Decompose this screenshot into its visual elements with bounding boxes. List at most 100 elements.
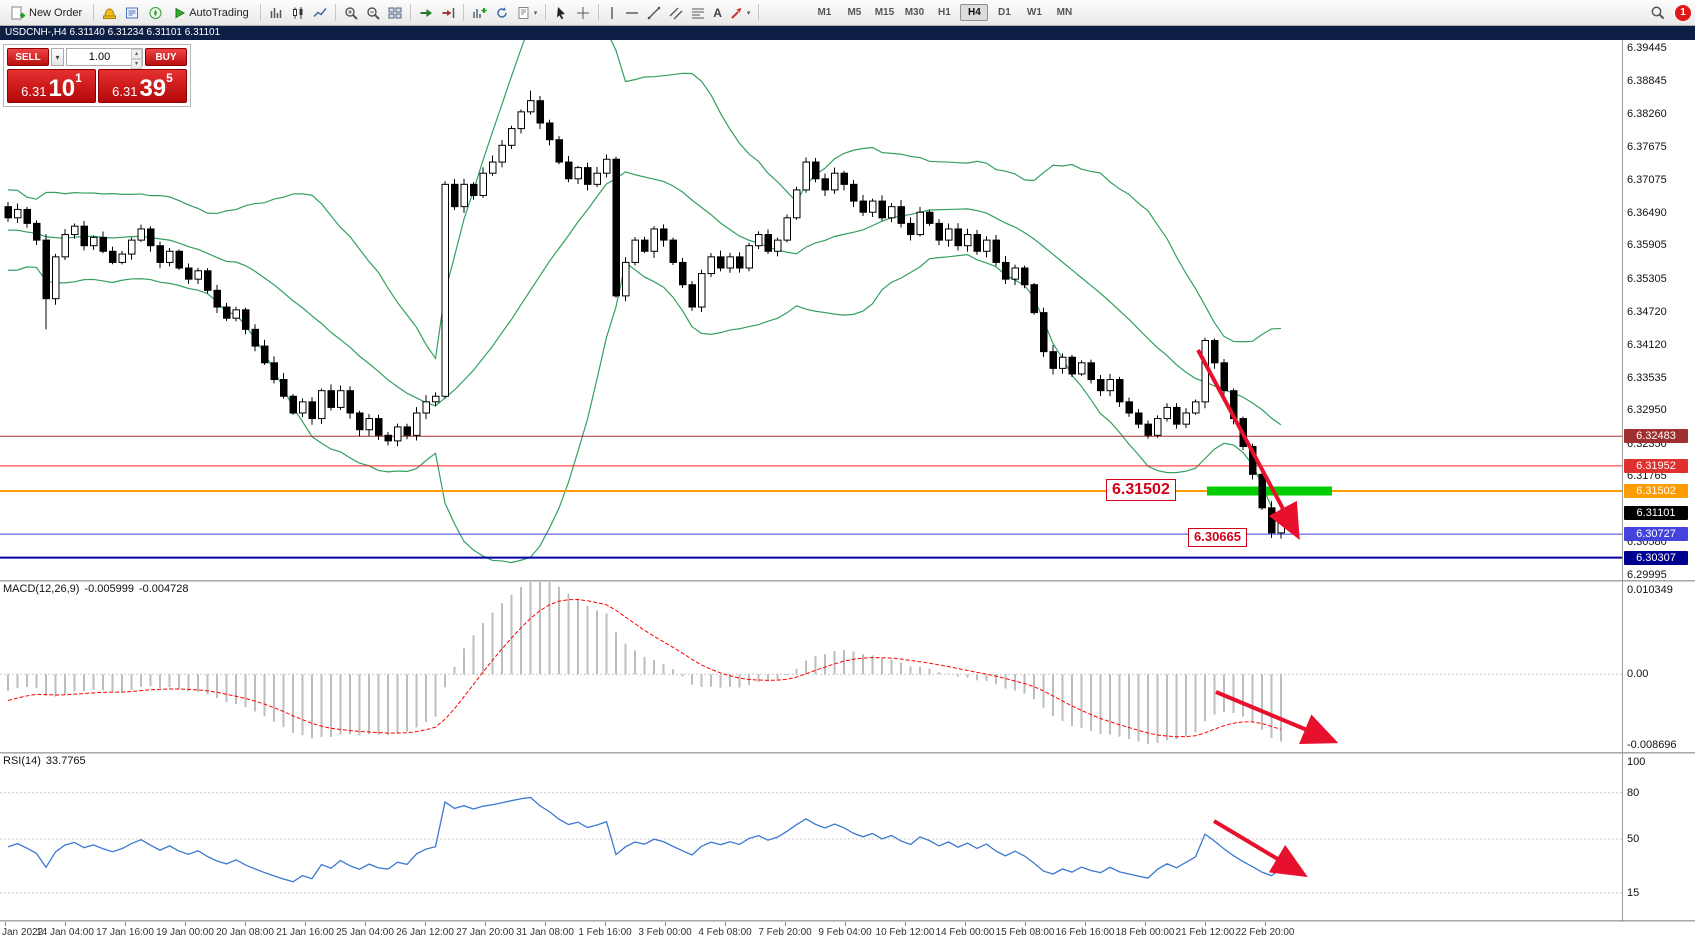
data-window-button[interactable] [121,3,144,23]
candle [1021,267,1029,286]
chart-shift-button[interactable] [437,3,459,23]
candle [1258,473,1266,509]
time-tick [305,922,306,926]
macd-scale: -0.008696 [1627,739,1677,751]
vertical-line-button[interactable] [603,3,621,23]
tile-windows-button[interactable] [384,3,406,23]
price-tick: 6.36490 [1627,206,1667,219]
divider [93,4,95,21]
candle [736,256,744,269]
time-tick [1025,922,1026,926]
chart-cycle-button[interactable] [491,3,513,23]
templates-button[interactable]: ▾ [513,3,542,23]
panel-separator[interactable] [0,920,1695,922]
new-order-button[interactable]: New Order [4,3,89,23]
zoom-out-button[interactable] [362,3,384,23]
navigator-button[interactable] [144,3,167,23]
timeframe-mn[interactable]: MN [1056,7,1073,18]
zoom-in-button[interactable] [340,3,362,23]
notification-badge[interactable]: 1 [1675,4,1691,21]
time-label: 22 Feb 20:00 [1235,927,1295,938]
candle [821,178,829,191]
buy-price-big: 39 [139,75,167,102]
level-price-badge: 6.31952 [1624,458,1688,473]
candle [1182,412,1190,425]
buy-button[interactable]: BUY [145,48,187,66]
price-tick: 6.31765 [1627,470,1667,483]
price-tick: 6.37675 [1627,140,1667,153]
candle [337,390,345,408]
candle [403,426,411,436]
search-button[interactable] [1646,3,1669,23]
horizontal-line-button[interactable] [621,3,643,23]
trend-arrow-main[interactable] [1196,349,1300,541]
time-tick [125,922,126,926]
support-zone-bar[interactable] [1207,486,1332,496]
timeframe-h4[interactable]: H4 [960,4,989,21]
candle [1201,339,1209,403]
chart-bars-button[interactable] [265,3,287,23]
candle [1277,512,1285,534]
template-doc-icon [518,6,529,19]
crosshair-button[interactable] [572,3,594,23]
panel-separator[interactable] [0,752,1695,754]
chart-line-button[interactable] [309,3,331,23]
candle [23,208,31,224]
candle [584,167,592,185]
candle [745,245,753,269]
timeframe-m30[interactable]: M30 [904,7,925,18]
chart-candles-button[interactable] [287,3,309,23]
candle [897,206,905,224]
fibonacci-button[interactable] [687,3,709,23]
buy-price-tile[interactable]: 6.31 39 5 [98,69,187,103]
price-annotation[interactable]: 6.30665 [1188,528,1247,547]
autotrading-label: AutoTrading [189,6,249,19]
time-label: 4 Feb 08:00 [698,927,752,938]
level-price-badge: 6.31502 [1624,483,1688,498]
trend-arrow-macd[interactable] [1215,690,1339,744]
candle [698,273,706,308]
time-tick [1145,922,1146,926]
candle [42,239,50,300]
volume-up-button[interactable]: ▴ [131,49,142,59]
autotrading-button[interactable]: AutoTrading [167,3,256,23]
candle [1144,423,1152,436]
text-tool-button[interactable]: A [709,3,726,23]
price-annotation[interactable]: 6.31502 [1106,479,1176,502]
new-order-icon [11,6,25,19]
timeframe-w1[interactable]: W1 [1026,7,1042,18]
timeframe-m5[interactable]: M5 [847,7,862,18]
new-chart-button[interactable] [468,3,491,23]
timeframe-d1[interactable]: D1 [998,7,1011,18]
timeframe-m1[interactable]: M1 [817,7,832,18]
trendline-button[interactable] [643,3,665,23]
candle [1230,390,1238,420]
timeframe-m15[interactable]: M15 [874,7,895,18]
candle [451,183,459,208]
candle [527,100,535,113]
candle [71,225,79,236]
time-tick [545,922,546,926]
price-tick: 6.34720 [1627,305,1667,318]
time-axis[interactable]: Jan 2022 14 Jan 04:00 17 Jan 16:00 19 Jan 0… [0,922,1695,945]
auto-scroll-button[interactable] [415,3,437,23]
price-tick: 6.34120 [1627,338,1667,351]
channel-button[interactable] [665,3,687,23]
arrows-tool-button[interactable]: ▾ [726,3,755,23]
sell-button[interactable]: SELL [7,48,49,66]
trend-arrow-rsi[interactable] [1212,819,1308,878]
level-price-badge: 6.32483 [1624,429,1688,444]
candle [812,161,820,180]
candle [802,161,810,191]
timeframe-h1[interactable]: H1 [938,7,951,18]
sell-price-tile[interactable]: 6.31 10 1 [7,69,96,103]
cursor-button[interactable] [550,3,572,23]
panel-separator[interactable] [0,580,1695,582]
time-label: 7 Feb 20:00 [758,927,812,938]
market-watch-button[interactable] [98,3,121,23]
volume-down-button[interactable]: ▾ [131,59,142,69]
volume-dropdown[interactable]: ▾ [51,48,64,66]
